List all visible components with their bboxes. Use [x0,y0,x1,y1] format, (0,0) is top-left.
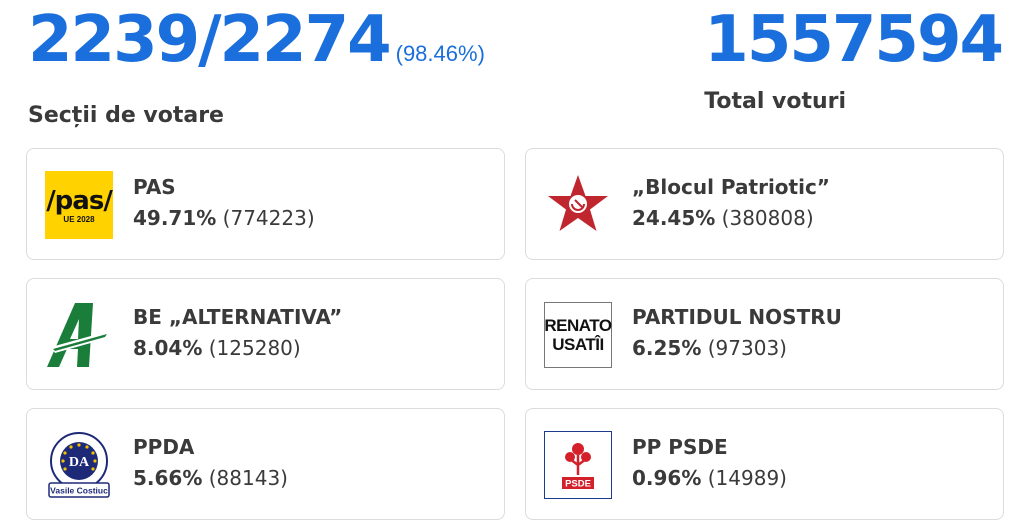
party-name: BE „ALTERNATIVA” [133,305,343,329]
svg-text:DA: DA [69,455,90,470]
svg-text:PSDE: PSDE [565,479,591,490]
stations-label: Secții de votare [28,103,224,128]
total-votes-label: Total voturi [704,89,847,114]
party-card-alternativa[interactable]: BE „ALTERNATIVA” 8.04% (125280) [26,278,505,390]
party-votes: (380808) [721,206,814,230]
party-card-pp-psde[interactable]: PSDE PP PSDE 0.96% (14989) [525,408,1004,520]
stations-count-value: 2239/2274 [28,3,392,77]
total-votes-count: 1557594 [704,3,1004,77]
party-result: 0.96% (14989) [632,463,787,493]
party-result: 5.66% (88143) [133,463,288,493]
ppda-seal-icon: DA Vasile Costiuc [45,431,113,499]
red-star-icon [544,171,612,239]
party-name: „Blocul Patriotic” [632,175,830,199]
party-votes: (774223) [222,206,315,230]
party-name: PPDA [133,435,195,459]
party-percent: 24.45% [632,206,716,230]
stations-percent: (98.46%) [395,41,485,66]
stations-stat: 2239/2274 (98.46%) Secții de votare [28,4,485,130]
party-name: PARTIDUL NOSTRU [632,305,842,329]
stats-header: 2239/2274 (98.46%) Secții de votare 15575… [0,0,1024,140]
pas-logo-icon: /pas/ UE 2028 [45,171,113,239]
party-name: PAS [133,175,176,199]
party-card-blocul-patriotic[interactable]: „Blocul Patriotic” 24.45% (380808) [525,148,1004,260]
party-result: 24.45% (380808) [632,203,830,233]
party-name: PP PSDE [632,435,728,459]
party-result: 6.25% (97303) [632,333,842,363]
party-votes: (14989) [707,466,787,490]
party-card-ppda[interactable]: DA Vasile Costiuc PPDA 5.66% (88143) [26,408,505,520]
party-card-partidul-nostru[interactable]: RENATO USATÎI PARTIDUL NOSTRU 6.25% (973… [525,278,1004,390]
party-votes: (97303) [707,336,787,360]
party-percent: 0.96% [632,466,702,490]
party-percent: 49.71% [133,206,217,230]
psde-rose-icon: PSDE [544,431,612,499]
total-votes-stat: 1557594 Total voturi [704,3,1004,116]
party-percent: 8.04% [133,336,203,360]
stations-count: 2239/2274 (98.46%) [28,4,485,90]
svg-text:Vasile Costiuc: Vasile Costiuc [50,486,108,496]
alternativa-a-icon [45,301,113,369]
party-percent: 6.25% [632,336,702,360]
party-votes: (88143) [208,466,288,490]
party-card-pas[interactable]: /pas/ UE 2028 PAS 49.71% (774223) [26,148,505,260]
party-percent: 5.66% [133,466,203,490]
party-result: 49.71% (774223) [133,203,315,233]
party-votes: (125280) [208,336,301,360]
renato-usatii-logo-icon: RENATO USATÎI [544,301,612,369]
party-result: 8.04% (125280) [133,333,342,363]
